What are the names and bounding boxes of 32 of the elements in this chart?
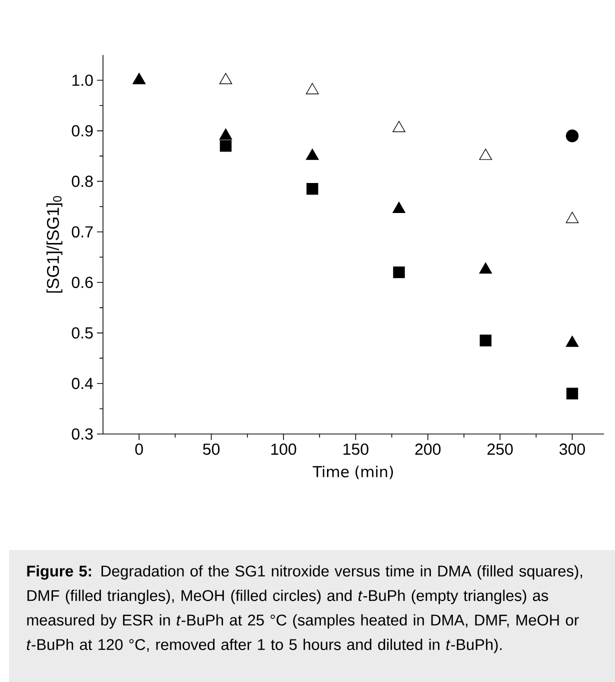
point bbox=[306, 148, 319, 160]
point bbox=[479, 148, 492, 160]
point bbox=[306, 83, 319, 94]
x-tick-label: 300 bbox=[559, 444, 585, 455]
y-tick-label: 1.0 bbox=[72, 74, 93, 86]
y-tick-label: 0.9 bbox=[72, 125, 93, 136]
point bbox=[566, 388, 578, 400]
point bbox=[566, 336, 579, 347]
x-tick-label: 250 bbox=[487, 444, 513, 455]
y-axis-title: [SG1]/[SG1]$_{0}$ bbox=[46, 196, 62, 293]
x-tick-label: 100 bbox=[271, 444, 296, 455]
point bbox=[480, 334, 492, 346]
point bbox=[393, 266, 405, 278]
point bbox=[219, 128, 232, 140]
x-tick-label: 150 bbox=[344, 444, 368, 455]
point bbox=[392, 120, 406, 132]
y-tick-label: 0.8 bbox=[72, 176, 93, 187]
point bbox=[392, 202, 406, 213]
y-tick-label: 0.4 bbox=[72, 378, 93, 390]
point bbox=[306, 183, 318, 195]
y-tick-label: 0.7 bbox=[72, 226, 93, 238]
y-tick-label: 0.3 bbox=[72, 428, 93, 440]
x-tick-label: 200 bbox=[415, 444, 441, 455]
y-tick-label: 0.6 bbox=[72, 276, 93, 288]
x-tick-label: 50 bbox=[203, 444, 220, 455]
point bbox=[219, 72, 232, 84]
point bbox=[479, 262, 492, 274]
point bbox=[566, 212, 579, 224]
x-axis-title: Time (min) bbox=[312, 466, 393, 480]
x-tick-label: 0 bbox=[135, 444, 143, 455]
y-tick-label: 0.5 bbox=[72, 327, 93, 339]
text: Figure 5: Degradation of the SG1 nitroxide versus time in DMA (filled squares), DMF (filled triangles), MeOH (filled circles) and t-BuPh (empty triangles) as measured by ESR in t-BuPh at 25 °C (samples heated in DMA, DMF, MeOH or t-BuPh at 120 °C, removed after 1 to 5 hours and diluted in t-BuPh). bbox=[26, 565, 582, 654]
